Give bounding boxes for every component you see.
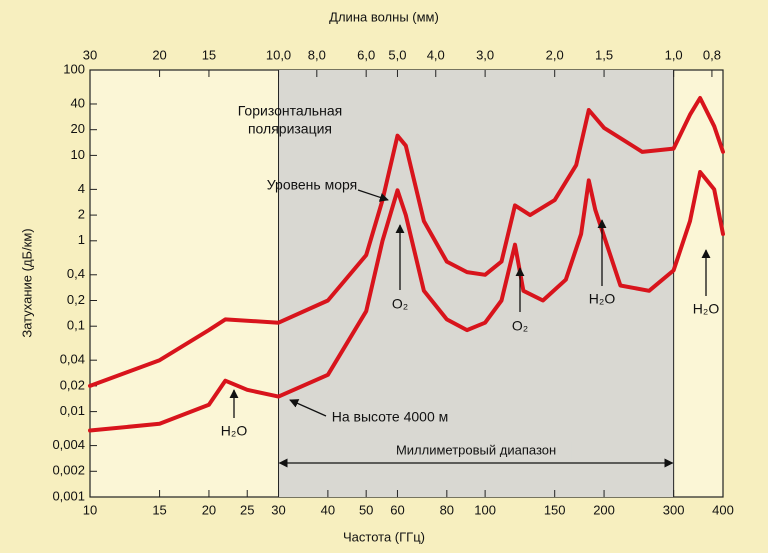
x-tick-label: 10 xyxy=(83,502,97,517)
x2-tick-label: 10,0 xyxy=(266,47,291,62)
y-tick-label: 0,04 xyxy=(60,352,85,367)
x-tick-label: 40 xyxy=(321,502,335,517)
x-tick-label: 300 xyxy=(663,502,685,517)
y-tick-label: 0,2 xyxy=(67,292,85,307)
y-tick-label: 0,001 xyxy=(52,488,85,503)
y-tick-label: 0,002 xyxy=(52,463,85,478)
x-axis-label: Частота (ГГц) xyxy=(343,529,425,544)
annotation: O₂ xyxy=(392,296,408,312)
annotation: На высоте 4000 м xyxy=(332,409,449,425)
x-tick-label: 30 xyxy=(271,502,285,517)
x2-tick-label: 8,0 xyxy=(308,47,326,62)
y-tick-label: 0,1 xyxy=(67,318,85,333)
x-tick-label: 400 xyxy=(712,502,734,517)
x-tick-label: 15 xyxy=(152,502,166,517)
x2-tick-label: 0,8 xyxy=(703,47,721,62)
y-tick-label: 0,01 xyxy=(60,403,85,418)
y-tick-label: 1 xyxy=(78,232,85,247)
x2-tick-label: 1,5 xyxy=(595,47,613,62)
x2-tick-label: 1,0 xyxy=(665,47,683,62)
band-label-bg xyxy=(381,442,572,460)
arrow xyxy=(357,189,389,202)
y-tick-label: 100 xyxy=(63,61,85,76)
x2-tick-label: 30 xyxy=(83,47,97,62)
series-line xyxy=(88,170,725,433)
annotation: Горизонтальная xyxy=(238,103,342,119)
x-tick-label: 150 xyxy=(544,502,566,517)
x2-tick-label: 2,0 xyxy=(546,47,564,62)
y-tick-label: 0,4 xyxy=(67,266,85,281)
annotation: поляризация xyxy=(248,121,332,137)
y-tick-label: 2 xyxy=(78,207,85,222)
annotation: Уровень моря xyxy=(267,177,357,193)
x2-tick-label: 5,0 xyxy=(388,47,406,62)
annotation: H₂O xyxy=(221,423,248,439)
y-tick-label: 0,02 xyxy=(60,377,85,392)
x2-tick-label: 3,0 xyxy=(476,47,494,62)
x-tick-label: 200 xyxy=(593,502,615,517)
annotation: H₂O xyxy=(589,291,616,307)
series-line xyxy=(88,96,725,388)
x-tick-label: 60 xyxy=(390,502,404,517)
y-axis-label: Затухание (дБ/км) xyxy=(19,228,34,337)
y-tick-label: 10 xyxy=(71,147,85,162)
x-tick-label: 50 xyxy=(359,502,373,517)
y-tick-label: 0,004 xyxy=(52,437,85,452)
x-tick-label: 20 xyxy=(202,502,216,517)
y-tick-label: 40 xyxy=(71,95,85,110)
x-tick-label: 80 xyxy=(440,502,454,517)
band-label: Миллиметровый диапазон xyxy=(396,442,556,457)
arrow xyxy=(289,399,327,417)
x-tick-label: 100 xyxy=(474,502,496,517)
x-tick-label: 25 xyxy=(240,502,254,517)
x2-tick-label: 4,0 xyxy=(427,47,445,62)
top-axis-label: Длина волны (мм) xyxy=(329,9,439,24)
x2-tick-label: 15 xyxy=(202,47,216,62)
y-tick-label: 4 xyxy=(78,181,85,196)
y-tick-label: 20 xyxy=(71,121,85,136)
x2-tick-label: 6,0 xyxy=(357,47,375,62)
annotation: O₂ xyxy=(512,318,528,334)
x2-tick-label: 20 xyxy=(152,47,166,62)
annotation: H₂O xyxy=(693,301,720,317)
